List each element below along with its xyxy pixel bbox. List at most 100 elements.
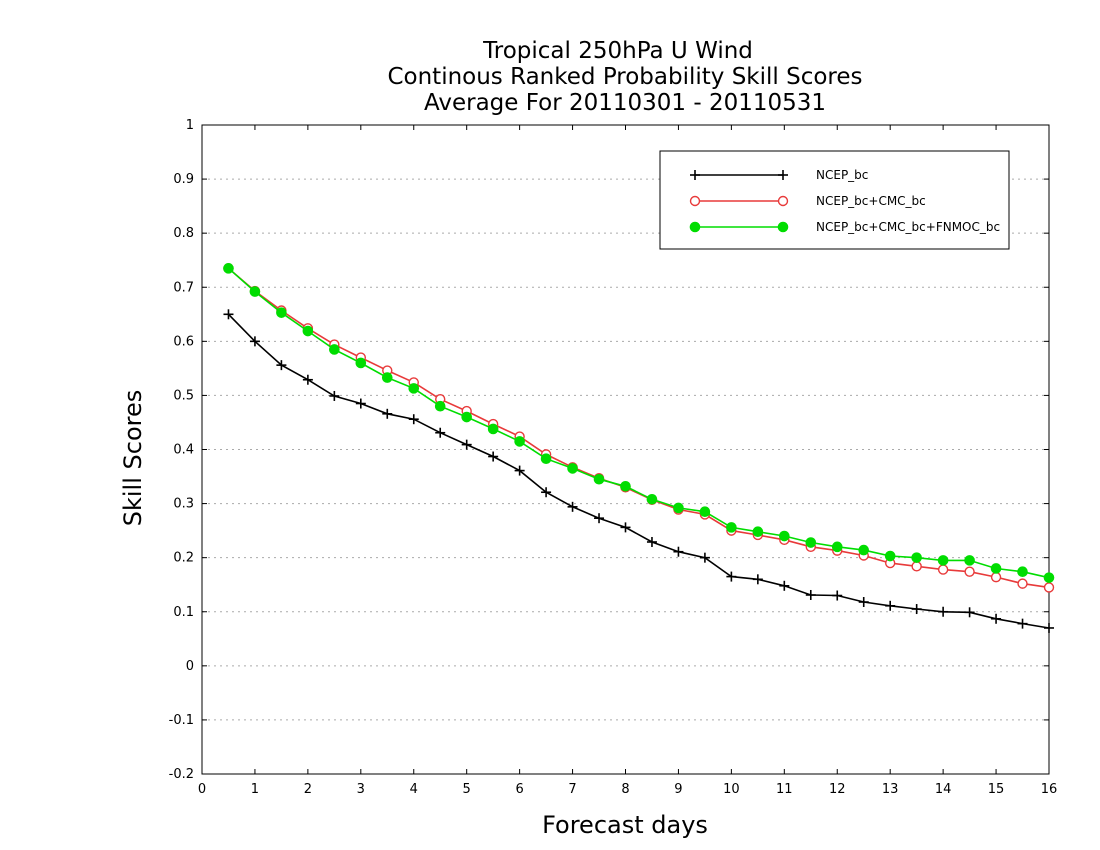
data-point <box>699 506 711 517</box>
y-tick-label: -0.2 <box>169 767 194 782</box>
data-point <box>858 597 869 608</box>
data-point <box>673 546 684 557</box>
data-point <box>964 555 975 566</box>
data-point <box>990 563 1002 574</box>
y-tick-label: 0.1 <box>173 605 194 620</box>
x-tick-label: 6 <box>515 782 523 797</box>
data-point <box>673 502 684 514</box>
axis-ticks: -0.2-0.100.10.20.30.40.50.60.70.80.910 1 2… <box>169 118 1058 797</box>
data-point <box>779 530 790 542</box>
series-layer <box>223 263 1055 633</box>
x-tick-label: 2 <box>304 782 312 797</box>
y-tick-label: 0.7 <box>173 280 194 295</box>
data-point <box>911 604 922 615</box>
x-axis-title: Forecast days <box>542 811 708 839</box>
data-point <box>726 522 737 533</box>
data-point <box>938 606 949 617</box>
y-tick-label: 0.2 <box>173 551 194 566</box>
data-point <box>302 325 314 337</box>
x-tick-label: 5 <box>463 782 471 797</box>
data-point <box>223 263 234 274</box>
data-point <box>964 566 975 577</box>
x-tick-label: 16 <box>1041 782 1058 797</box>
legend-box <box>659 150 1010 250</box>
x-tick-label: 10 <box>723 782 740 797</box>
x-tick-label: 12 <box>829 782 846 797</box>
x-tick-label: 13 <box>882 782 899 797</box>
data-point <box>276 307 287 318</box>
y-axis-title: Skill Scores <box>119 390 147 527</box>
data-point <box>805 589 816 600</box>
data-point <box>302 374 313 385</box>
data-point <box>593 473 605 485</box>
title-line-3: Average For 20110301 - 20110531 <box>424 90 826 116</box>
data-point <box>381 372 393 383</box>
data-point <box>514 436 525 447</box>
data-point <box>567 501 578 512</box>
data-point <box>726 571 737 582</box>
data-point <box>991 613 1002 624</box>
data-point <box>567 463 578 474</box>
legend-item: NCEP_bc+CMC_bc <box>689 194 926 208</box>
data-point <box>435 427 446 438</box>
data-point <box>1017 566 1028 578</box>
data-point <box>699 552 710 563</box>
data-point <box>964 607 975 618</box>
legend-marker <box>777 221 789 233</box>
legend-item: NCEP_bc+CMC_bc+FNMOC_bc <box>689 220 1000 234</box>
data-point <box>355 357 367 369</box>
data-point <box>1043 582 1055 593</box>
legend-label: NCEP_bc <box>816 168 868 182</box>
data-point <box>249 286 261 297</box>
title-line-1: Tropical 250hPa U Wind <box>482 38 753 64</box>
y-tick-label: 0 <box>186 659 194 674</box>
data-point <box>752 526 764 538</box>
x-tick-label: 15 <box>988 782 1005 797</box>
legend-marker <box>778 170 788 180</box>
legend-marker <box>689 195 701 207</box>
data-point <box>646 536 657 547</box>
data-point <box>488 451 499 462</box>
series-line <box>227 267 1050 579</box>
y-tick-label: -0.1 <box>169 713 194 728</box>
legend-label: NCEP_bc+CMC_bc <box>816 194 926 208</box>
data-point <box>540 453 552 464</box>
data-point <box>541 487 552 498</box>
data-point <box>249 336 260 347</box>
data-point <box>514 465 525 476</box>
data-point <box>646 493 658 505</box>
data-point <box>779 580 790 591</box>
x-tick-label: 3 <box>357 782 365 797</box>
data-point <box>355 398 366 409</box>
data-point <box>408 414 419 425</box>
data-point <box>223 309 234 320</box>
data-point <box>620 480 631 492</box>
data-point <box>911 552 922 563</box>
data-point <box>487 423 499 435</box>
x-tick-label: 1 <box>251 782 259 797</box>
data-point <box>858 544 870 556</box>
data-point <box>752 574 763 585</box>
y-tick-label: 0.3 <box>173 497 194 512</box>
legend-item: NCEP_bc <box>690 168 868 182</box>
legend-marker <box>690 170 700 180</box>
data-point <box>408 383 420 394</box>
y-tick-label: 0.5 <box>173 388 194 403</box>
data-point <box>1017 578 1028 589</box>
series-2 <box>223 263 1055 593</box>
data-point <box>461 439 472 450</box>
data-point <box>594 513 605 524</box>
data-point <box>1044 622 1054 633</box>
y-tick-label: 1 <box>186 118 194 133</box>
legend-marker <box>689 221 701 233</box>
data-point <box>937 564 949 575</box>
x-tick-label: 8 <box>621 782 629 797</box>
data-point <box>461 411 472 423</box>
y-tick-label: 0.4 <box>173 443 194 458</box>
y-tick-label: 0.6 <box>173 334 194 349</box>
title-line-2: Continous Ranked Probability Skill Score… <box>387 64 862 90</box>
data-point <box>832 590 843 601</box>
y-tick-label: 0.9 <box>173 172 194 187</box>
data-point <box>911 561 922 572</box>
series-line <box>227 313 1050 629</box>
